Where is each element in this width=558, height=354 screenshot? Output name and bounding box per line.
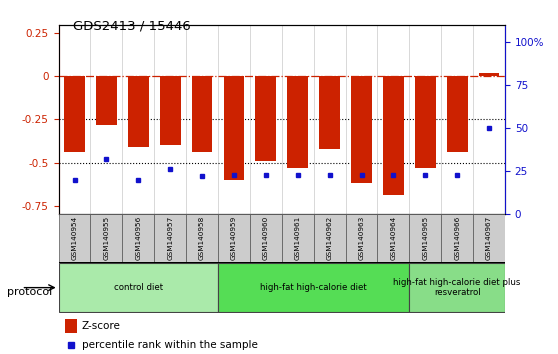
Bar <box>447 76 468 152</box>
Bar <box>224 76 244 180</box>
FancyBboxPatch shape <box>377 214 410 262</box>
Text: GSM140962: GSM140962 <box>326 216 333 260</box>
Text: GSM140959: GSM140959 <box>231 216 237 260</box>
Text: GSM140954: GSM140954 <box>71 216 78 260</box>
Text: GSM140964: GSM140964 <box>391 216 396 260</box>
Text: control diet: control diet <box>114 283 163 292</box>
Bar <box>65 319 77 333</box>
Text: GSM140958: GSM140958 <box>199 216 205 260</box>
Text: high-fat high-calorie diet plus
resveratrol: high-fat high-calorie diet plus resverat… <box>393 278 521 297</box>
Bar <box>319 76 340 149</box>
FancyBboxPatch shape <box>122 214 154 262</box>
FancyBboxPatch shape <box>410 263 505 312</box>
Text: GSM140961: GSM140961 <box>295 216 301 260</box>
Text: GSM140963: GSM140963 <box>358 216 364 260</box>
Text: percentile rank within the sample: percentile rank within the sample <box>82 340 258 350</box>
Text: GSM140956: GSM140956 <box>135 216 141 260</box>
FancyBboxPatch shape <box>250 214 282 262</box>
FancyBboxPatch shape <box>59 263 218 312</box>
Bar <box>287 76 308 168</box>
Bar <box>96 76 117 125</box>
Bar <box>160 76 181 145</box>
FancyBboxPatch shape <box>218 263 410 312</box>
Text: GSM140955: GSM140955 <box>103 216 109 260</box>
FancyBboxPatch shape <box>154 214 186 262</box>
FancyBboxPatch shape <box>59 214 90 262</box>
Bar <box>351 76 372 183</box>
Text: GSM140960: GSM140960 <box>263 216 269 260</box>
Bar <box>415 76 436 168</box>
Bar <box>479 73 499 76</box>
FancyBboxPatch shape <box>441 214 473 262</box>
FancyBboxPatch shape <box>314 214 345 262</box>
Bar <box>383 76 404 195</box>
FancyBboxPatch shape <box>282 214 314 262</box>
Text: protocol: protocol <box>7 287 52 297</box>
FancyBboxPatch shape <box>410 214 441 262</box>
Text: Z-score: Z-score <box>82 320 121 331</box>
FancyBboxPatch shape <box>473 214 505 262</box>
Bar <box>64 76 85 152</box>
FancyBboxPatch shape <box>345 214 377 262</box>
Text: GSM140965: GSM140965 <box>422 216 429 260</box>
Text: GSM140957: GSM140957 <box>167 216 173 260</box>
Bar <box>192 76 213 152</box>
Text: GDS2413 / 15446: GDS2413 / 15446 <box>73 19 190 33</box>
FancyBboxPatch shape <box>218 214 250 262</box>
Text: GSM140967: GSM140967 <box>486 216 492 260</box>
FancyBboxPatch shape <box>90 214 122 262</box>
Bar <box>256 76 276 161</box>
Text: high-fat high-calorie diet: high-fat high-calorie diet <box>260 283 367 292</box>
FancyBboxPatch shape <box>186 214 218 262</box>
Text: GSM140966: GSM140966 <box>454 216 460 260</box>
Bar <box>128 76 148 147</box>
